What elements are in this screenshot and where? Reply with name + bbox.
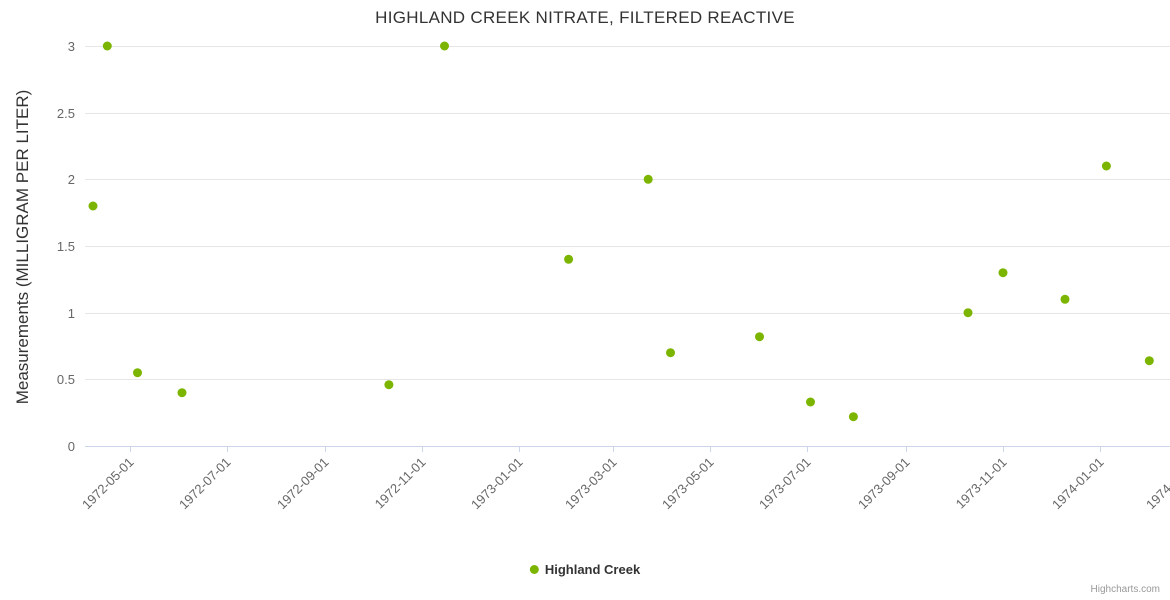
x-axis-tick-label: 1973-01-01	[468, 455, 526, 513]
data-point[interactable]	[1060, 294, 1070, 304]
x-axis-tick-label: 1973-05-01	[659, 455, 717, 513]
legend-item[interactable]: Highland Creek	[529, 562, 641, 577]
y-axis-tick-label: 2.5	[57, 106, 75, 121]
x-axis-tick-label: 1973-07-01	[756, 455, 814, 513]
data-point[interactable]	[755, 332, 764, 342]
legend-marker-icon	[529, 565, 539, 574]
data-point[interactable]	[133, 368, 142, 378]
x-axis-tick-label: 1972-11-01	[372, 455, 429, 512]
data-point[interactable]	[88, 201, 98, 211]
y-axis-tick-label: 1	[68, 306, 75, 321]
data-point[interactable]	[998, 268, 1008, 278]
y-axis-tick-label: 0.5	[57, 372, 75, 387]
data-point[interactable]	[848, 412, 858, 422]
data-point[interactable]	[1144, 356, 1154, 366]
x-axis-tick-label: 1972-05-01	[79, 455, 137, 513]
data-point[interactable]	[564, 254, 574, 264]
data-point[interactable]	[643, 174, 653, 184]
x-axis-tick-label: 1974-01-01	[1049, 455, 1107, 513]
y-axis-tick-label: 3	[68, 39, 75, 54]
data-point[interactable]	[963, 308, 973, 318]
data-point[interactable]	[806, 397, 815, 407]
x-axis-tick-label: 1973-11-01	[953, 455, 1010, 512]
credits-link[interactable]: Highcharts.com	[1090, 584, 1160, 595]
x-axis-tick-label: 1972-09-01	[274, 455, 332, 513]
y-axis-tick-label: 1.5	[57, 239, 75, 254]
legend-label: Highland Creek	[544, 562, 641, 577]
data-point[interactable]	[1101, 161, 1111, 171]
x-axis-tick-label: 1973-09-01	[855, 455, 913, 513]
y-axis-tick-label: 2	[68, 172, 75, 187]
data-point[interactable]	[440, 41, 449, 51]
data-point[interactable]	[666, 348, 675, 358]
x-axis-tick-label: 1972-07-01	[176, 455, 234, 513]
data-point[interactable]	[384, 380, 394, 390]
chart-title: HIGHLAND CREEK NITRATE, FILTERED REACTIV…	[375, 8, 795, 27]
x-axis-tick-label: 1974-03-01	[1143, 455, 1170, 513]
data-point[interactable]	[177, 388, 187, 398]
y-axis-tick-label: 0	[68, 439, 75, 454]
data-point[interactable]	[102, 41, 112, 51]
x-axis-tick-label: 1973-03-01	[562, 455, 620, 513]
